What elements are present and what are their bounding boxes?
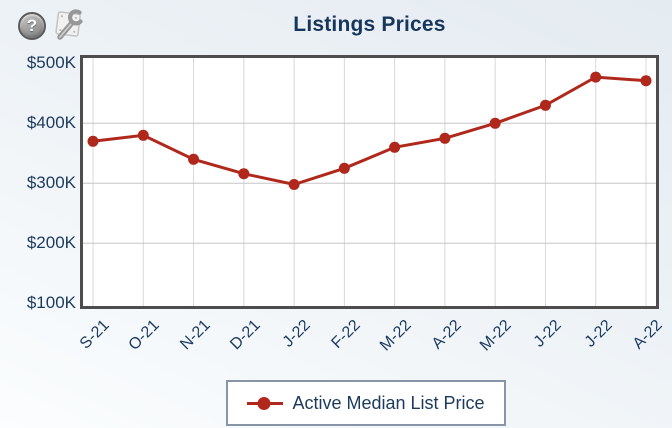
line-chart-svg [83,58,656,306]
series-marker-icon [247,396,284,411]
x-tick-label: D-21 [226,316,264,354]
x-tick-label: M-22 [477,316,515,355]
y-tick-label: $200K [26,233,76,253]
data-point [288,179,300,190]
series-line [92,75,647,187]
data-point [338,162,350,174]
y-tick-label: $500K [26,53,76,73]
data-point [87,135,99,147]
data-point [489,117,501,129]
y-tick-label: $300K [26,173,76,193]
data-point [238,168,250,180]
y-tick-label: $400K [26,113,76,133]
x-tick-label: A-22 [428,316,465,353]
x-tick-label: M-22 [376,316,415,355]
data-point [389,141,401,153]
data-point [539,99,551,111]
help-glyph: ? [26,16,38,35]
x-tick-label: A-22 [629,316,666,353]
data-point [439,132,451,144]
legend-label: Active Median List Price [292,392,485,413]
chart-title: Listings Prices [293,13,446,36]
help-icon[interactable]: ? [18,12,46,40]
x-tick-label: F-22 [328,316,365,352]
x-tick-label: J-22 [279,316,314,351]
x-tick-label: J-22 [531,316,566,351]
data-point [590,71,602,83]
x-tick-label: N-21 [176,316,214,354]
x-tick-label: O-21 [125,316,163,354]
data-point [137,129,149,141]
data-point [640,75,652,87]
x-tick-label: J-22 [581,316,616,351]
y-tick-label: $100K [26,293,76,313]
data-point [188,153,200,165]
plot-area [80,55,659,309]
customize-wrench-icon[interactable] [50,8,86,44]
x-tick-label: S-21 [76,316,113,353]
legend: Active Median List Price [226,380,506,426]
